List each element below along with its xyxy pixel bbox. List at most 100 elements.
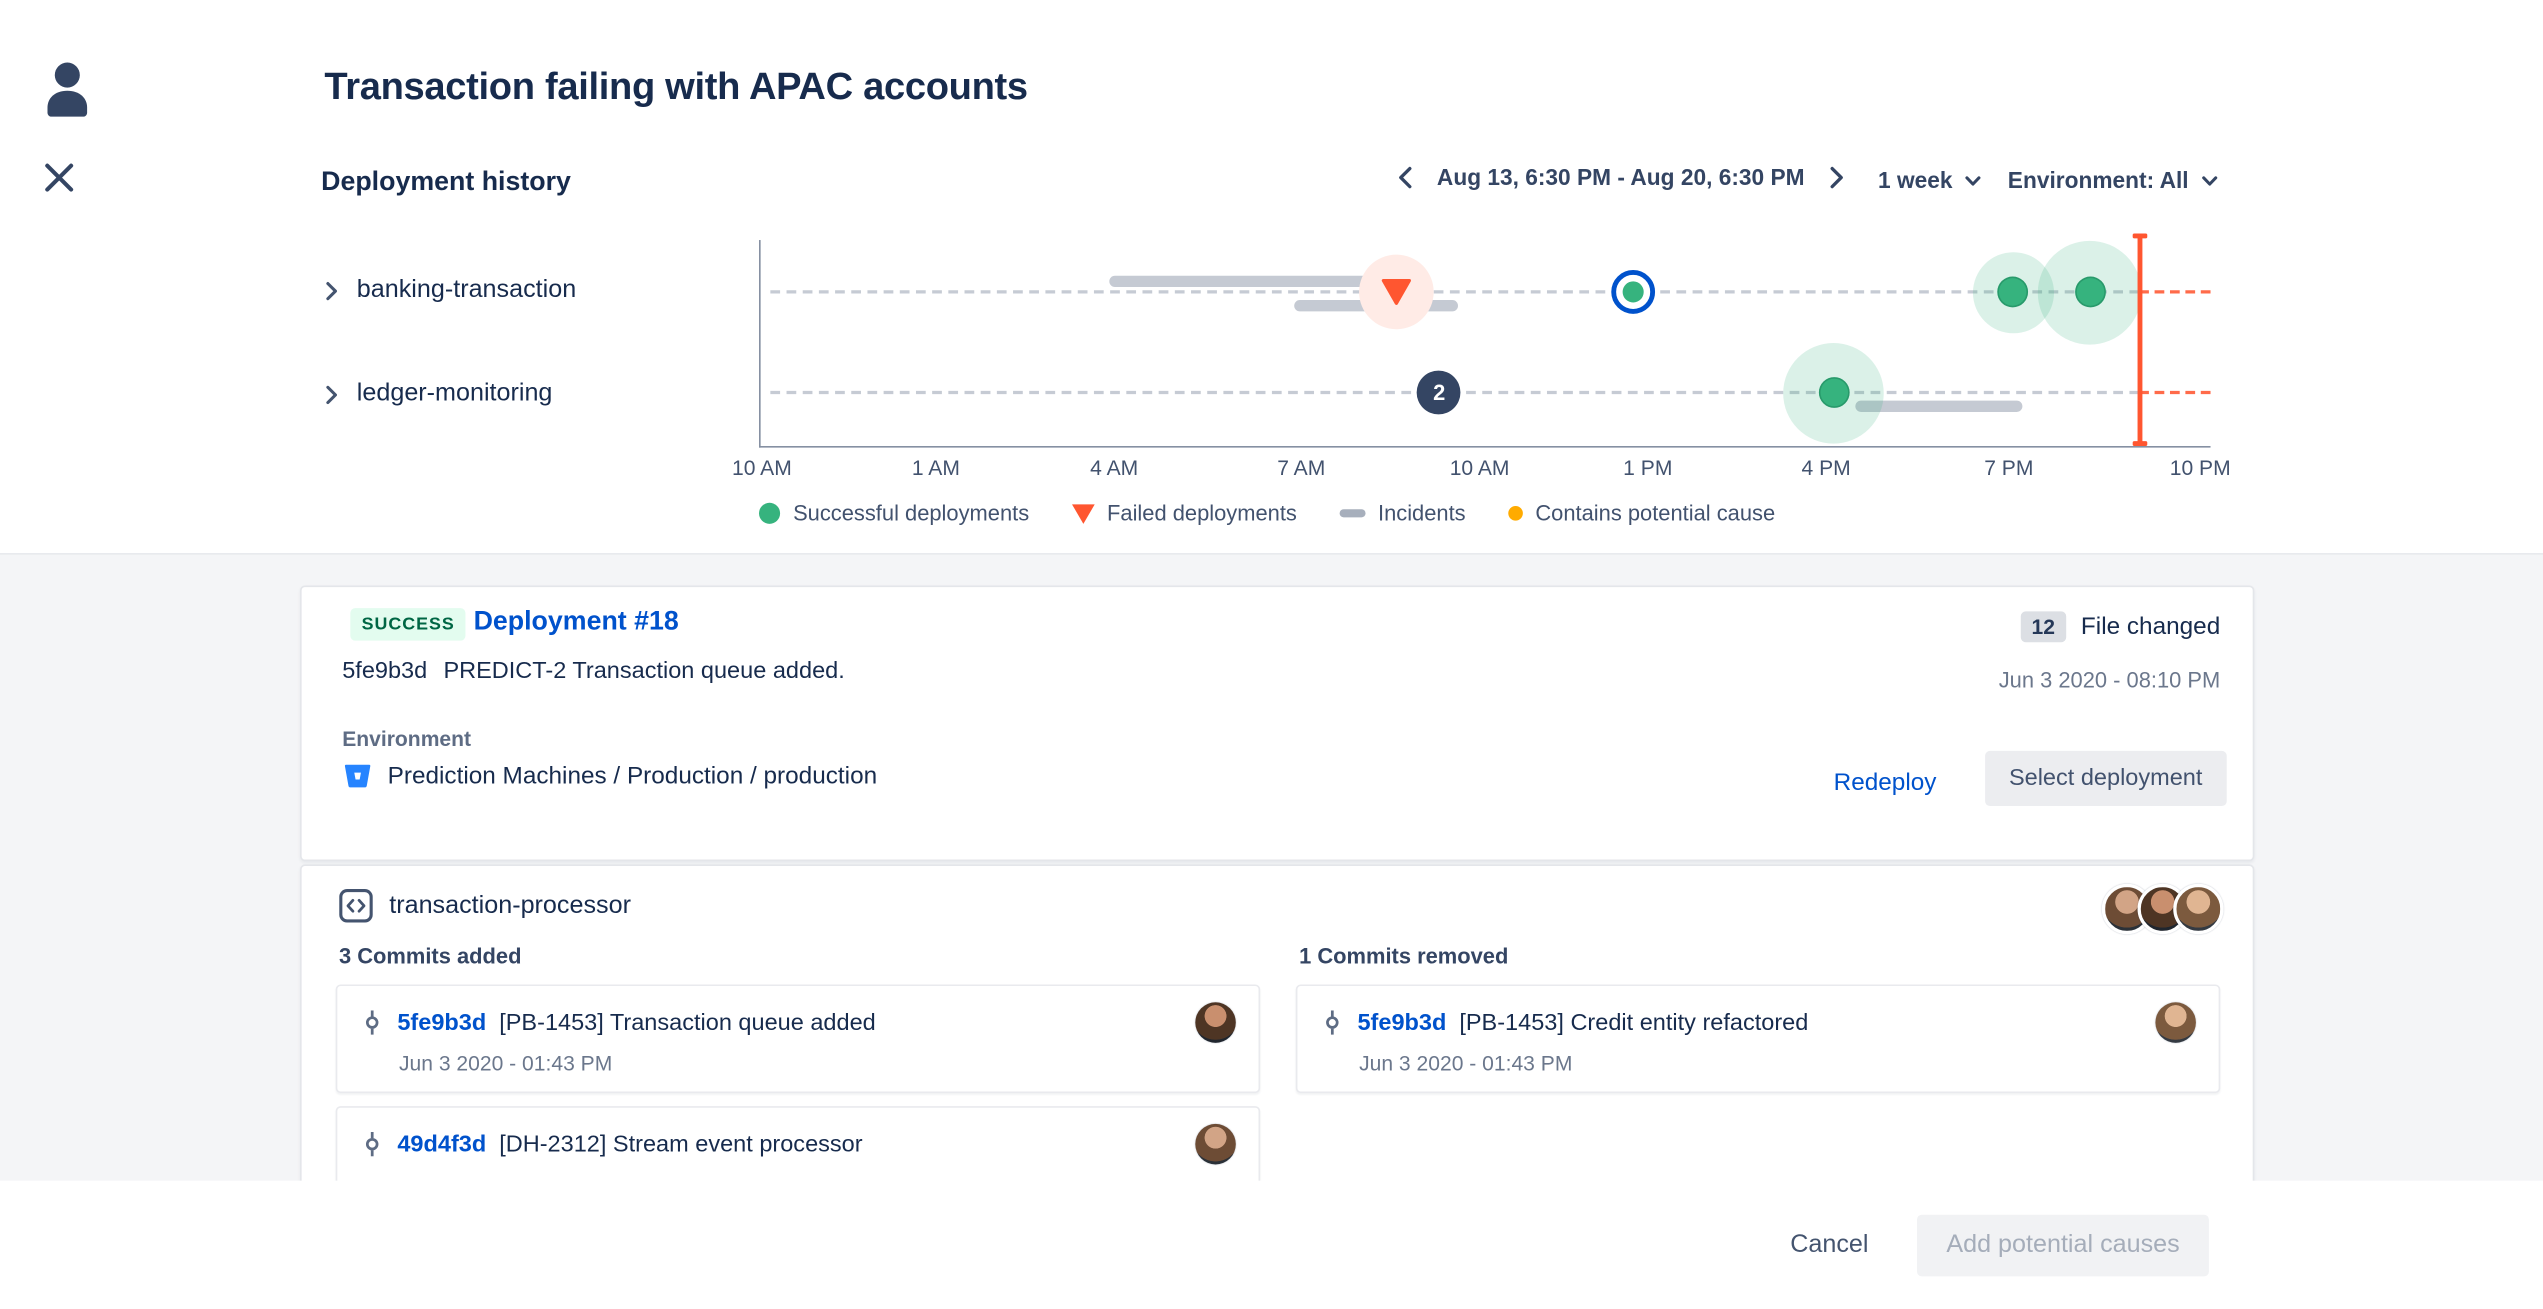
avatar [2155,1002,2196,1043]
x-axis-tick: 4 AM [1090,455,1139,481]
selected-ring [1611,270,1656,314]
close-icon [45,163,74,192]
chevron-down-icon [1965,175,1981,185]
modal-footer: Cancel Add potential causes [0,1180,2543,1309]
commit-hash-link[interactable]: 5fe9b3d [1357,1009,1447,1036]
files-changed-count-badge: 12 [2020,611,2067,643]
section-title: Deployment history [321,167,571,197]
commits-card: transaction-processor 3 Commits added 5f… [300,864,2255,1183]
commit-row[interactable]: 5fe9b3d [PB-1453] Transaction queue adde… [335,984,1261,1094]
successful-deployment-marker[interactable] [2038,240,2143,344]
select-deployment-button[interactable]: Select deployment [1984,750,2227,807]
content-region: SUCCESS Deployment #18 5fe9b3d PREDICT-2… [0,553,2543,1183]
row-label: ledger-monitoring [356,379,553,408]
redeploy-button[interactable]: Redeploy [1833,768,1937,797]
chart-legend: Successful deployments Failed deployments… [759,501,1775,525]
prev-period-button[interactable] [1395,165,1416,189]
expand-chevron-icon [326,384,337,404]
failed-legend-icon [1071,503,1095,524]
repo-header: transaction-processor [339,889,631,923]
grouped-deployments-badge[interactable]: 2 [1417,370,1462,415]
close-button[interactable] [42,161,76,203]
commits-added-column: 3 Commits added 5fe9b3d [PB-1453] Transa… [335,944,1261,1183]
commit-icon [1326,1010,1339,1035]
commit-row[interactable]: 49d4f3d [DH-2312] Stream event processor [335,1106,1261,1183]
x-axis-ticks: 10 AM 1 AM 4 AM 7 AM 10 AM 1 PM 4 PM 7 PM 10 PM [732,455,2231,482]
selected-deployment-marker[interactable] [1611,270,1656,314]
page-title: Transaction failing with APAC accounts [324,64,1028,108]
incident-legend-icon [1339,509,1366,518]
legend-item-successful: Successful deployments [759,501,1029,525]
success-dot [1622,281,1645,303]
deployment-timestamp: Jun 3 2020 - 08:10 PM [1998,668,2221,693]
commit-icon [365,1132,379,1157]
chevron-right-icon [1829,166,1843,188]
environment-path: Prediction Machines / Production / produ… [387,762,878,790]
commit-hash-link[interactable]: 49d4f3d [397,1131,487,1158]
commit-message: [PB-1453] Credit entity refactored [1459,1009,1809,1036]
successful-deployment-marker[interactable] [1972,251,2054,333]
failed-triangle-icon [1381,278,1411,305]
commit-icon [365,1010,379,1035]
contributors-avatars [2101,883,2224,935]
period-dropdown[interactable]: 1 week [1878,167,1983,193]
legend-label: Contains potential cause [1535,501,1776,526]
chart-row-banking-transaction[interactable]: banking-transaction [319,276,576,305]
failed-deployment-marker[interactable] [1358,254,1433,330]
next-period-button[interactable] [1826,165,1847,189]
environment-filter-dropdown[interactable]: Environment: All [2008,167,2220,193]
commit-date: Jun 3 2020 - 01:43 PM [1359,1050,1573,1076]
avatar [1195,1002,1236,1043]
x-axis-tick: 4 PM [1801,455,1851,481]
success-dot [1818,377,1849,408]
x-axis-tick: 1 AM [911,455,960,481]
legend-label: Failed deployments [1107,501,1297,526]
legend-label: Incidents [1377,501,1466,526]
row-guide-line-future [2139,390,2211,395]
chevron-left-icon [1399,166,1412,188]
x-axis-tick: 7 PM [1984,455,2034,481]
repo-name: transaction-processor [389,891,631,919]
incident-bar[interactable] [1855,399,2023,412]
incident-bar[interactable] [1108,274,1389,287]
commit-message: [PB-1453] Transaction queue added [499,1009,876,1036]
status-badge: SUCCESS [350,608,467,641]
success-dot [2074,276,2106,308]
row-label: banking-transaction [356,275,577,304]
person-icon [47,62,88,117]
cancel-button[interactable]: Cancel [1790,1230,1869,1258]
repository-icon [339,889,373,923]
current-time-marker [2132,233,2147,446]
successful-deployment-marker[interactable] [1783,342,1884,443]
period-dropdown-label: 1 week [1878,167,1953,193]
environment-value: Prediction Machines / Production / produ… [342,761,877,792]
environment-filter-label: Environment: All [2007,167,2189,193]
successful-legend-icon [759,502,781,524]
commit-hash: 5fe9b3d [342,658,428,685]
deployment-card: SUCCESS Deployment #18 5fe9b3d PREDICT-2… [300,585,2255,862]
commit-message: [DH-2312] Stream event processor [499,1131,863,1158]
potential-cause-legend-icon [1507,506,1523,521]
timeline-plot: 2 [759,233,2211,448]
environment-label: Environment [342,726,472,751]
legend-item-incident: Incidents [1339,501,1466,525]
commit-hash-link[interactable]: 5fe9b3d [397,1009,487,1036]
row-guide-line [770,290,2140,294]
files-changed-label: File changed [2080,613,2221,641]
group-count: 2 [1417,370,1462,415]
date-range-navigator: Aug 13, 6:30 PM - Aug 20, 6:30 PM [1395,164,1847,190]
bitbucket-icon [344,764,371,788]
avatar [2173,883,2224,935]
row-guide-line-future [2139,290,2211,294]
date-range-label: Aug 13, 6:30 PM - Aug 20, 6:30 PM [1436,163,1805,190]
chart-row-ledger-monitoring[interactable]: ledger-monitoring [319,380,552,409]
legend-item-potential-cause: Contains potential cause [1507,501,1776,526]
x-axis-tick: 1 PM [1623,455,1673,481]
commit-row[interactable]: 5fe9b3d [PB-1453] Credit entity refactor… [1295,984,2221,1094]
add-potential-causes-button[interactable]: Add potential causes [1917,1213,2209,1276]
expand-chevron-icon [326,281,337,300]
legend-label: Successful deployments [793,501,1030,526]
deployment-title-link[interactable]: Deployment #18 [473,606,679,636]
legend-item-failed: Failed deployments [1071,501,1297,525]
